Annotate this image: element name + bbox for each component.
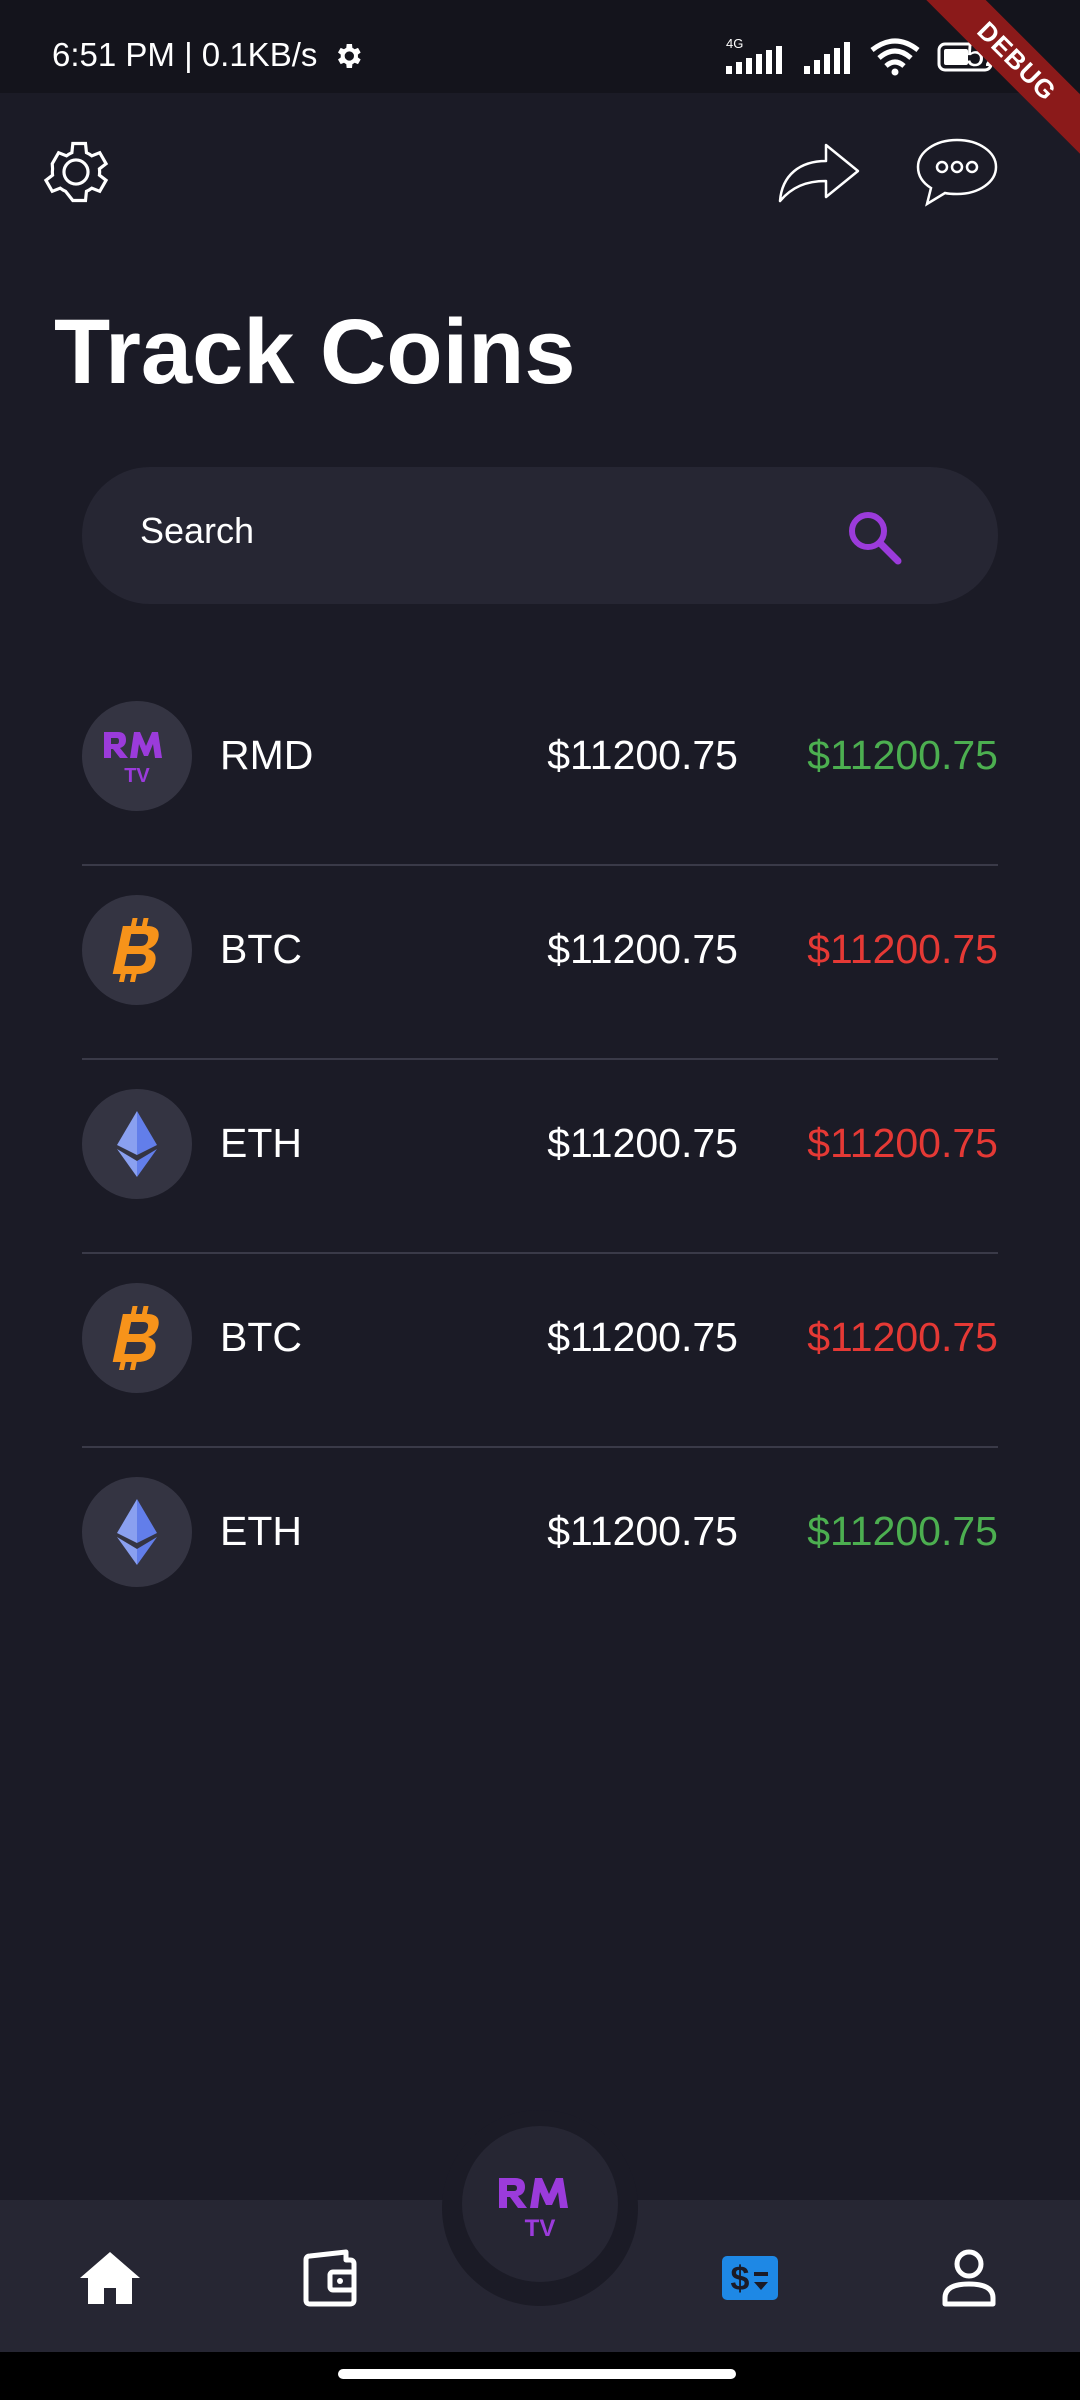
coin-avatar [82,1283,192,1393]
search-box[interactable] [82,467,998,604]
rmtv-logo-icon: TV [499,2178,568,2240]
coin-avatar: TV [82,701,192,811]
coin-row[interactable]: ETH $11200.75 $11200.75 [82,1060,998,1254]
gear-icon [43,141,109,203]
ethereum-icon [117,1111,157,1177]
share-button[interactable] [776,132,862,212]
bitcoin-icon [112,918,159,982]
coin-price: $11200.75 [547,732,738,778]
coin-change: $11200.75 [807,732,998,778]
center-logo-tv: TV [525,2215,556,2240]
coin-price: $11200.75 [547,1120,738,1166]
home-indicator[interactable] [338,2369,736,2379]
profile-icon [942,2249,996,2307]
network-label: 4G [726,36,743,51]
coin-avatar [82,1477,192,1587]
nav-wallet[interactable] [292,2240,368,2316]
coin-price: $11200.75 [547,1314,738,1360]
coin-symbol: ETH [220,1120,302,1166]
svg-text:$: $ [731,2260,750,2298]
coin-row[interactable]: TV RMD $11200.75 $11200.75 [82,672,998,866]
coin-symbol: BTC [220,926,302,972]
search-input[interactable] [138,497,842,565]
search-icon[interactable] [842,505,908,571]
rmtv-logo-icon: TV [104,732,162,787]
bitcoin-icon [112,1306,159,1370]
coin-row[interactable]: BTC $11200.75 $11200.75 [82,866,998,1060]
status-time: 6:51 PM | 0.1KB/s [52,36,318,73]
exchange-icon: $ [722,2256,778,2300]
svg-text:TV: TV [124,765,150,787]
settings-button[interactable] [36,132,116,212]
coin-price: $11200.75 [547,1508,738,1554]
chat-button[interactable] [914,132,1000,212]
coin-avatar [82,895,192,1005]
wallet-icon [303,2249,357,2307]
coin-change: $11200.75 [807,926,998,972]
signal-icon [804,42,850,74]
coin-change: $11200.75 [807,1314,998,1360]
coin-avatar [82,1089,192,1199]
signal-4g-icon: 4G [726,36,782,74]
home-icon [80,2252,140,2304]
coin-symbol: RMD [220,732,314,778]
wifi-icon [870,38,920,76]
coin-row[interactable]: ETH $11200.75 $11200.75 [82,1448,998,1640]
coin-price: $11200.75 [547,926,738,972]
coin-symbol: ETH [220,1508,302,1554]
coin-symbol: BTC [220,1314,302,1360]
nav-center-button[interactable]: TV [462,2126,618,2282]
status-gear-icon [338,44,361,68]
chat-bubble-icon [916,138,998,207]
nav-home[interactable] [72,2240,148,2316]
status-bar: 6:51 PM | 0.1KB/s 4G [0,0,1080,165]
coin-change: $11200.75 [807,1508,998,1554]
ethereum-icon [117,1499,157,1565]
share-icon [778,143,860,203]
status-icons: 4G [722,36,1000,76]
coin-list: TV RMD $11200.75 $11200.75 BTC [82,672,998,1640]
nav-profile[interactable] [931,2240,1007,2316]
coin-row[interactable]: BTC $11200.75 $11200.75 [82,1254,998,1448]
page-title: Track Coins [54,301,576,403]
nav-exchange[interactable]: $ [712,2240,788,2316]
coin-change: $11200.75 [807,1120,998,1166]
